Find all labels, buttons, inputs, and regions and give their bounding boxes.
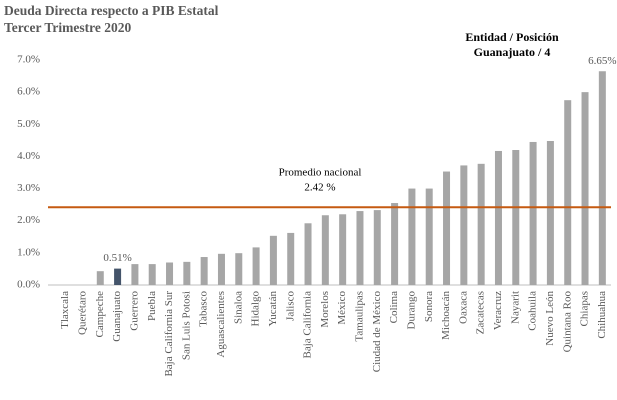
bar [512,150,520,285]
bar [252,247,260,285]
x-tick-label: Zacatecas [475,291,487,334]
chart-title: Deuda Directa respecto a PIB Estatal [4,3,219,18]
bar [339,214,347,285]
bar [304,223,312,285]
y-tick-label: 5.0% [17,118,40,130]
bar [131,264,139,285]
bar [494,150,502,285]
x-tick-label: Chihuahua [596,291,608,339]
bar [148,264,156,285]
bar [287,232,295,285]
x-tick-label: Hidalgo [250,291,262,327]
y-tick-label: 7.0% [17,54,40,66]
x-tick-label: Baja California Sur [163,291,175,377]
bar [217,253,225,285]
bar [460,165,468,285]
bar [581,92,589,286]
x-tick-label: Sonora [423,291,435,322]
x-tick-label: Morelos [319,291,331,328]
x-tick-label: Coahuila [527,291,539,331]
x-tick-label: Campeche [94,291,106,338]
bar [477,163,485,285]
x-tick-label: Jalisco [284,291,296,321]
x-tick-label: Tamaulipas [354,291,366,342]
x-tick-label: Veracruz [492,291,504,330]
x-tick-label: México [336,291,348,325]
bar [183,261,191,285]
y-tick-label: 4.0% [17,150,40,162]
y-tick-label: 6.0% [17,86,40,98]
x-tick-label: Oaxaca [457,291,469,324]
x-tick-label: Nuevo León [544,291,556,346]
x-tick-label: Chiapas [579,291,591,326]
x-tick-label: Tabasco [198,291,210,327]
bar [443,171,451,285]
x-tick-label: Querétaro [77,291,89,335]
annotation-title: Entidad / Posición [465,30,559,44]
x-tick-label: Durango [405,291,417,330]
bar [425,188,433,285]
y-tick-label: 0.0% [17,279,40,291]
y-tick-label: 3.0% [17,182,40,194]
bar [321,215,329,285]
x-tick-label: Ciudad de México [371,291,383,373]
reference-value-label: 2.42 % [304,182,335,194]
bar [235,253,243,285]
value-label: 6.65% [588,55,616,67]
x-tick-label: Sinaloa [232,291,244,324]
bar [114,268,122,285]
chart-subtitle: Tercer Trimestre 2020 [4,20,131,35]
x-tick-label: Colima [388,291,400,324]
bar [408,188,416,285]
bar [356,211,364,285]
x-tick-label: Tlaxcala [59,291,71,329]
x-tick-label: Guanajuato [111,291,123,342]
bar [391,203,399,285]
x-tick-label: Puebla [146,291,158,321]
x-tick-label: Aguascalientes [215,291,227,358]
annotation-text: Guanajuato / 4 [474,45,551,59]
x-tick-label: Michoacán [440,291,452,340]
bar [546,141,554,285]
bar [529,141,537,285]
reference-label: Promedio nacional [279,167,362,179]
x-tick-label: Baja California [302,291,314,359]
y-tick-label: 2.0% [17,214,40,226]
bar [166,262,174,285]
bar [200,257,208,285]
bar [373,210,381,285]
x-tick-label: San Luis Potosi [180,291,192,360]
bar [269,235,277,285]
x-tick-label: Nayarit [509,291,521,324]
value-label: 0.51% [103,252,131,264]
x-tick-label: Guerrero [128,291,140,331]
bar [96,271,104,285]
x-tick-label: Quintana Roo [561,291,573,353]
bar [564,100,572,285]
x-tick-label: Yucatán [267,291,279,327]
y-tick-label: 1.0% [17,246,40,258]
bar [598,71,606,285]
